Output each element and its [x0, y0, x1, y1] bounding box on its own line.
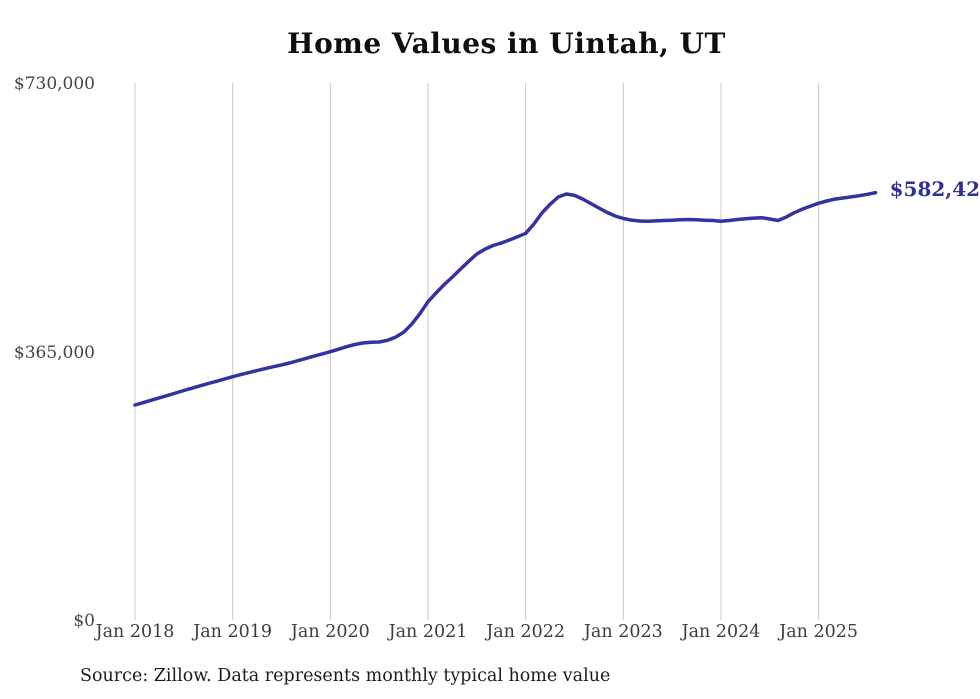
- x-tick-label: Jan 2025: [779, 622, 859, 642]
- source-note: Source: Zillow. Data represents monthly …: [80, 666, 611, 686]
- chart-title: Home Values in Uintah, UT: [287, 27, 726, 60]
- x-tick-label: Jan 2023: [583, 622, 663, 642]
- y-tick-label: $365,000: [13, 342, 95, 363]
- current-value-label: $582,422: [889, 176, 980, 201]
- gridlines: [134, 83, 820, 620]
- home-value-line: [133, 190, 878, 407]
- x-tick-label: Jan 2021: [388, 622, 468, 642]
- y-tick-label: $730,000: [13, 74, 95, 94]
- y-tick-label: $0: [73, 611, 95, 631]
- x-tick-label: Jan 2018: [95, 622, 175, 642]
- x-tick-label: Jan 2022: [486, 622, 566, 642]
- x-tick-label: Jan 2020: [290, 622, 370, 642]
- x-tick-label: Jan 2024: [681, 622, 761, 642]
- x-tick-label: Jan 2019: [193, 622, 273, 642]
